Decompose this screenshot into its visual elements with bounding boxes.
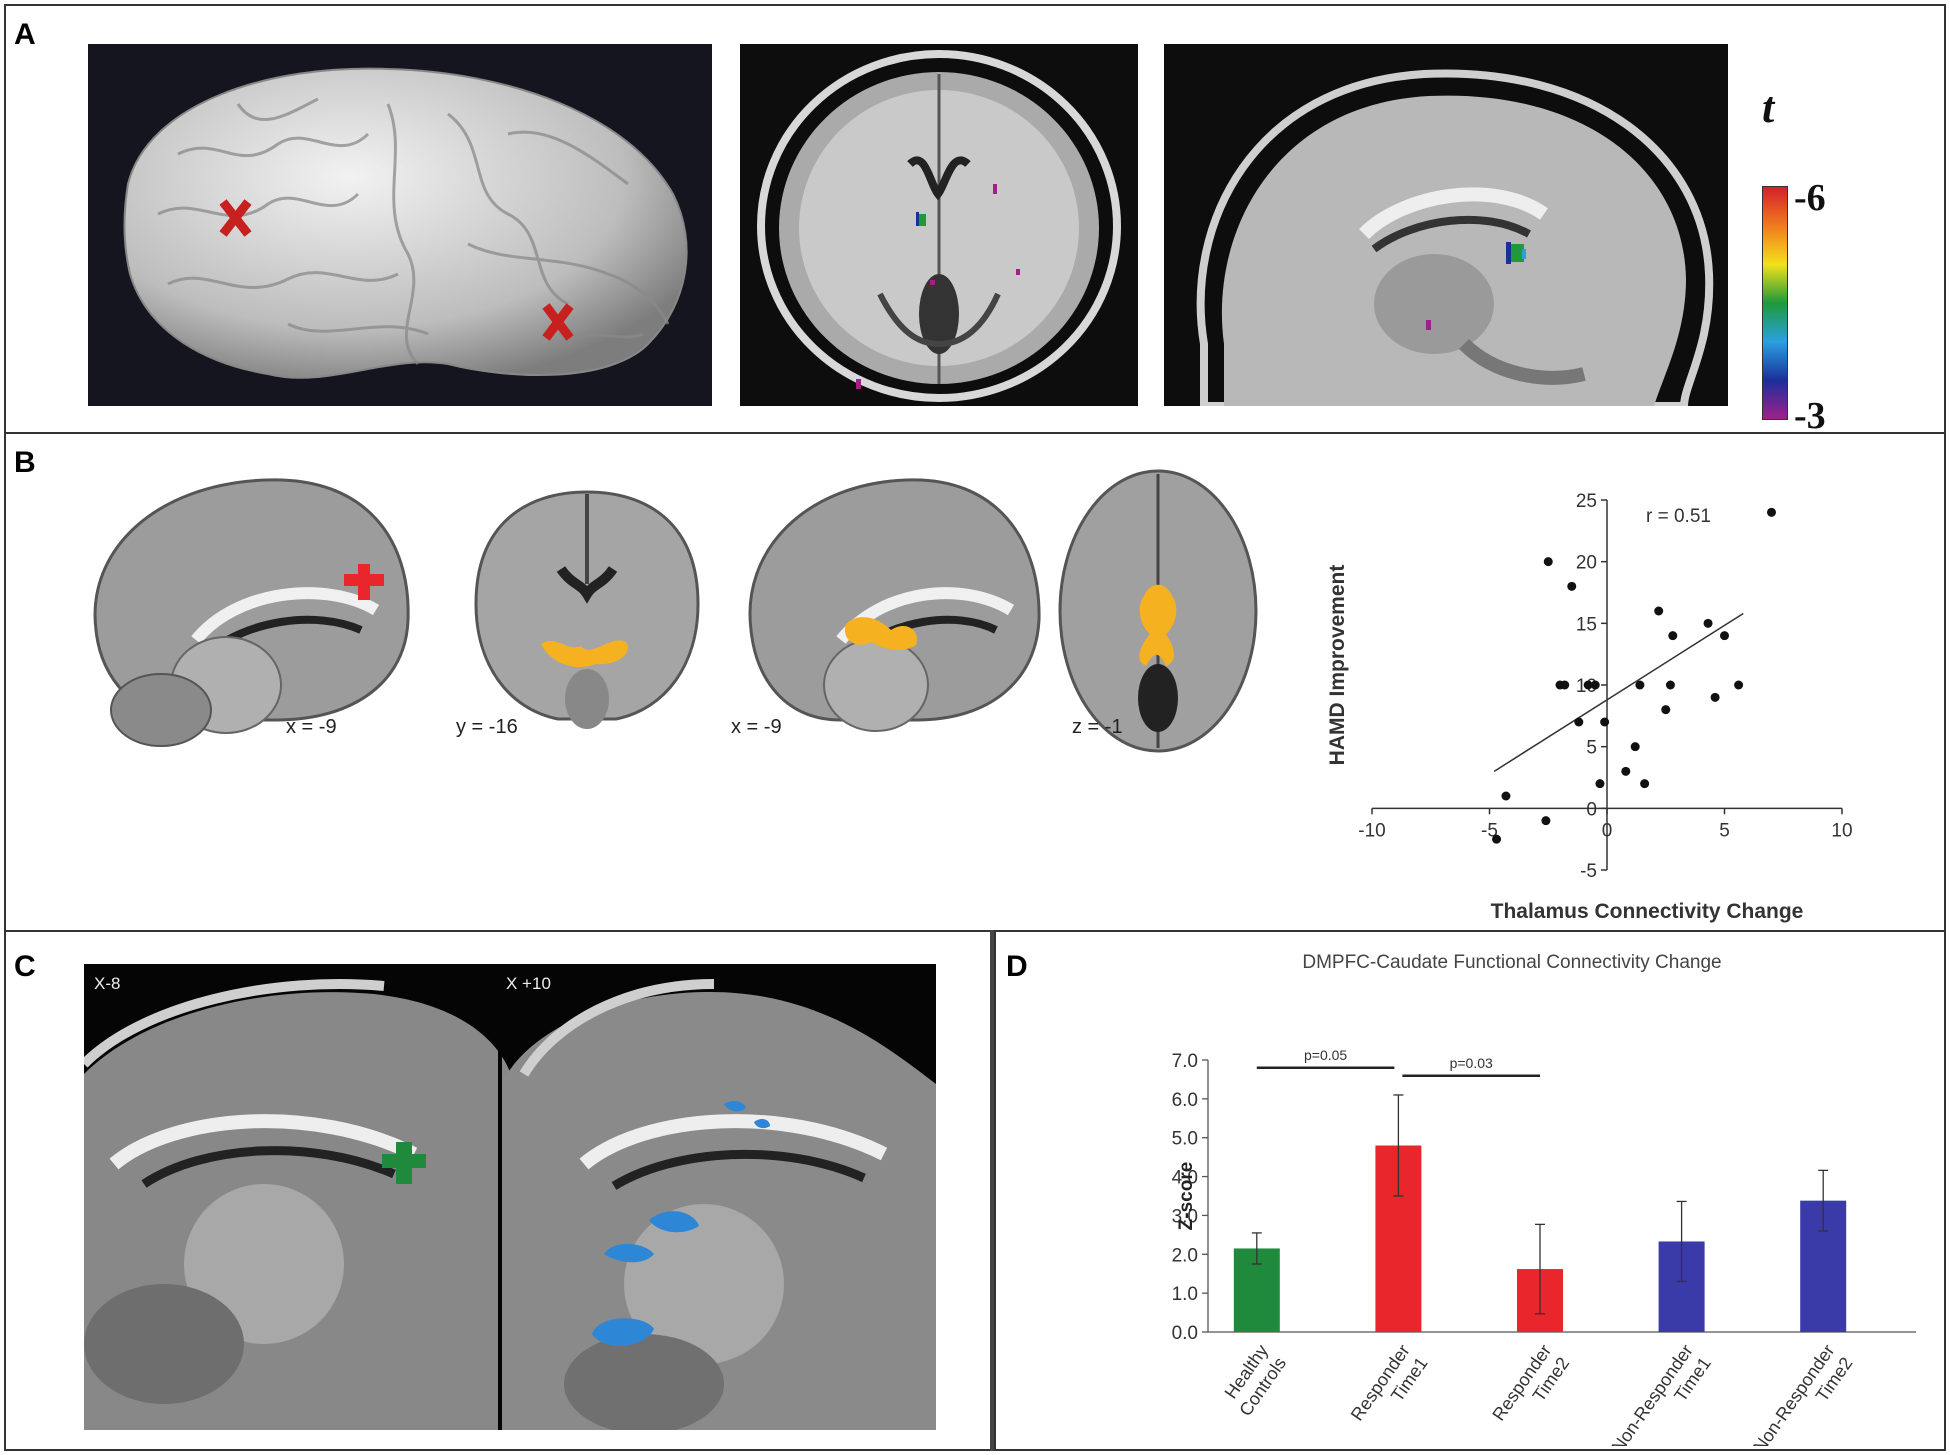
scatter-point	[1583, 680, 1593, 690]
scatter-point	[1734, 680, 1744, 690]
sagittal-slice-1-image	[93, 478, 410, 747]
x-axis-label: Thalamus Connectivity Change	[1491, 900, 1804, 923]
slice-label-2: y = -16	[456, 716, 518, 738]
category-label: ResponderTime2	[1488, 1341, 1573, 1437]
slice-label-x-10: X +10	[506, 974, 551, 993]
scatter-point	[1501, 791, 1511, 801]
scatter-point	[1492, 834, 1502, 844]
sagittal-pair-image	[84, 964, 936, 1430]
scatter-point	[1574, 717, 1584, 727]
fit-line	[1493, 612, 1744, 772]
panel-d: D DMPFC-Caudate Functional Connectivity …	[994, 930, 1946, 1451]
scatter-point	[1767, 507, 1776, 517]
y-tick-label: 2.0	[1172, 1245, 1198, 1266]
panel-a-label: A	[14, 18, 36, 51]
scatter-point	[1661, 705, 1671, 715]
y-tick-label: 6.0	[1172, 1090, 1198, 1111]
category-label: Non-ResponderTime1	[1608, 1341, 1715, 1446]
axial-slice-image	[1058, 469, 1258, 753]
panel-divider	[990, 930, 994, 1451]
x-tick-label: 10	[1831, 820, 1852, 841]
marker-x-1	[219, 199, 252, 237]
colorbar-symbol: t	[1762, 83, 1775, 132]
significance-label: p=0.03	[1450, 1055, 1493, 1071]
y-axis-label: Z-score	[1176, 1162, 1197, 1231]
colorbar-top-label: -6	[1794, 177, 1826, 219]
x-tick-label: 0	[1602, 820, 1613, 841]
panel-a: A	[4, 4, 1946, 437]
scatter-point	[1567, 581, 1577, 591]
scatter-point	[1595, 779, 1605, 789]
y-tick-label: 7.0	[1172, 1051, 1198, 1072]
scatter-point	[1703, 618, 1713, 628]
panel-b-label: B	[14, 446, 36, 479]
y-tick-label: 0.0	[1172, 1323, 1198, 1344]
scatter-point	[1665, 680, 1675, 690]
scatter-point	[1630, 742, 1640, 752]
category-label: HealthyControls	[1217, 1341, 1290, 1420]
panel-d-label: D	[1006, 950, 1028, 983]
y-tick-label: 25	[1576, 491, 1597, 512]
panel-b: B x = -9 y = -16 x = -9 z = -1 -10 -5 0 5 10…	[4, 432, 1946, 932]
scatter-point	[1543, 557, 1553, 567]
y-tick-label: 20	[1576, 553, 1597, 574]
scatter-point	[1635, 680, 1645, 690]
axial-mri-image	[740, 44, 1138, 406]
scatter-point	[1621, 766, 1631, 776]
scatter-point	[1541, 816, 1551, 826]
x-tick-label: -10	[1358, 820, 1385, 841]
coronal-slice-image	[474, 490, 700, 729]
y-tick-label: 5	[1586, 738, 1597, 759]
bar-chart: DMPFC-Caudate Functional Connectivity Ch…	[1172, 952, 1916, 1446]
scatter-point	[1560, 680, 1570, 690]
panel-c-label: C	[14, 950, 36, 983]
slice-label-x-8: X-8	[94, 974, 121, 993]
correlation-annotation: r = 0.51	[1646, 506, 1711, 527]
brain-surface-image	[88, 44, 712, 406]
slice-label-4: z = -1	[1072, 716, 1123, 738]
y-tick-label: 3.0	[1172, 1206, 1198, 1227]
y-tick-label: 0	[1586, 799, 1597, 820]
y-tick-label: 5.0	[1172, 1129, 1198, 1150]
scatter-point	[1590, 680, 1600, 690]
y-axis-label: HAMD Improvement	[1326, 565, 1349, 766]
chart-title: DMPFC-Caudate Functional Connectivity Ch…	[1302, 952, 1721, 973]
sagittal-slice-2-image	[748, 478, 1041, 732]
slice-label-3: x = -9	[731, 716, 782, 738]
significance-label: p=0.05	[1304, 1047, 1347, 1063]
x-tick-label: 5	[1719, 820, 1730, 841]
scatter-point	[1654, 606, 1664, 616]
colorbar	[1762, 186, 1788, 420]
category-label: ResponderTime1	[1347, 1341, 1432, 1437]
category-label: Non-ResponderTime2	[1749, 1341, 1856, 1446]
y-tick-label: 1.0	[1172, 1284, 1198, 1305]
marker-x-2	[542, 303, 574, 341]
y-tick-label: 15	[1576, 614, 1597, 635]
scatter-point	[1600, 717, 1610, 727]
scatter-point	[1668, 631, 1678, 641]
slice-label-1: x = -9	[286, 716, 337, 738]
y-tick-label: -5	[1580, 861, 1597, 882]
y-tick-label: 4.0	[1172, 1168, 1198, 1189]
scatter-point	[1720, 631, 1729, 641]
colorbar-bottom-label: -3	[1794, 395, 1826, 437]
sagittal-mri-image	[1164, 44, 1728, 406]
scatter-point	[1710, 692, 1720, 702]
scatter-point	[1640, 779, 1650, 789]
panel-c: C X-8 X +10	[4, 930, 992, 1451]
